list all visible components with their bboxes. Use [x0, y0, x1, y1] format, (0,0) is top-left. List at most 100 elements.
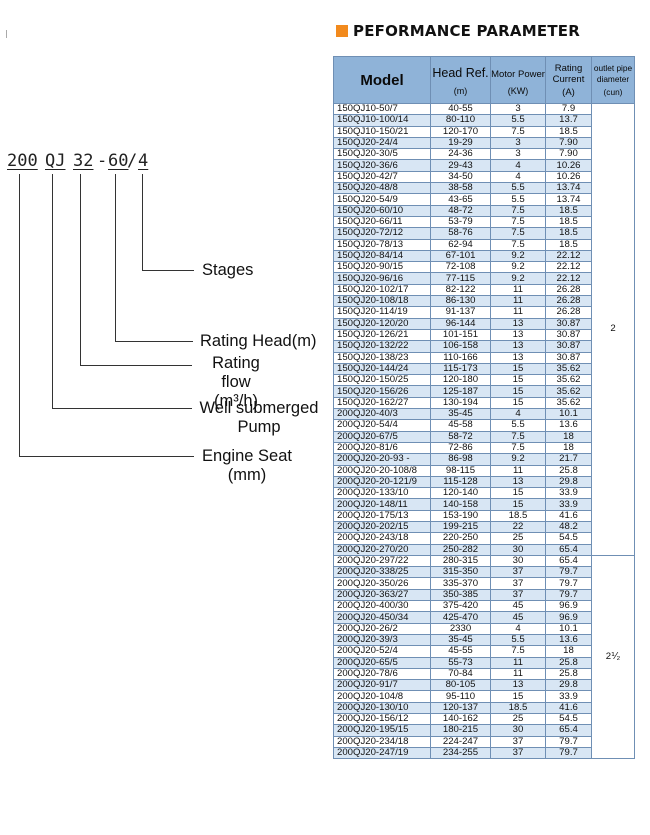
cell-head-ref: 115-173: [430, 362, 491, 376]
table-row: 150QJ20-84/14 67-101 9.2 22.12: [333, 249, 635, 263]
cell-rating-current: 26.28: [545, 295, 592, 308]
cell-rating-current: 10.1: [545, 408, 592, 421]
cell-rating-current: 18: [545, 645, 592, 658]
cell-rating-current: 29.8: [545, 679, 592, 692]
table-row: 200QJ20-20-93 -86-98 9.2 21.7: [333, 453, 635, 466]
cell-motor-power: 7.5: [490, 125, 546, 138]
cell-model: 200QJ20-234/18: [333, 735, 431, 748]
table-row: 200QJ20-338/25 315-350 37 79.7: [333, 566, 635, 579]
stages-connector-vertical: [142, 174, 143, 271]
cell-rating-current: 22.12: [545, 249, 592, 263]
cell-model: 150QJ20-138/23: [333, 351, 431, 364]
cell-motor-power: 25: [490, 713, 546, 726]
heading-text: PEFORMANCE PARAMETER: [353, 22, 580, 40]
cell-model: 200QJ20-20-121/9: [333, 475, 431, 489]
cell-head-ref: 250-282: [430, 543, 491, 556]
cell-rating-current: 79.7: [545, 746, 592, 760]
cell-model: 150QJ20-108/18: [333, 295, 431, 308]
cell-rating-current: 33.9: [545, 690, 592, 703]
cell-model: 200QJ20-156/12: [333, 713, 431, 726]
table-row: 200QJ20-234/18 224-247 37 79.7: [333, 735, 635, 748]
cell-motor-power: 15: [490, 385, 546, 398]
cell-motor-power: 45: [490, 611, 546, 624]
cell-head-ref: 91-137: [430, 306, 491, 319]
cell-rating-current: 7.90: [545, 148, 592, 161]
cell-head-ref: 86-130: [430, 295, 491, 308]
cell-model: 200QJ20-67/5: [333, 430, 431, 443]
cell-motor-power: 13: [490, 475, 546, 489]
cell-motor-power: 7.5: [490, 204, 546, 217]
seat-connector-vertical: [19, 174, 20, 457]
cell-model: 200QJ20-20-108/8: [333, 464, 431, 477]
cell-model: 150QJ20-162/27: [333, 396, 431, 410]
code-stages: 4: [138, 151, 149, 171]
header-model: Model: [333, 56, 431, 104]
cell-motor-power: 3: [490, 148, 546, 161]
cell-rating-current: 13.74: [545, 182, 592, 195]
cell-motor-power: 13: [490, 317, 546, 330]
cell-model: 200QJ20-78/6: [333, 667, 431, 681]
table-row: 200QJ20-450/34 425-470 45 96.9: [333, 611, 635, 624]
cell-rating-current: 26.28: [545, 306, 592, 319]
table-row: 200QJ20-40/3 35-45 4 10.1: [333, 408, 635, 421]
cell-head-ref: 234-255: [430, 746, 491, 760]
table-row: 150QJ20-120/20 96-144 13 30.87: [333, 317, 635, 330]
cell-head-ref: 199-215: [430, 520, 491, 534]
cell-rating-current: 30.87: [545, 328, 592, 342]
table-row: 150QJ20-144/24 115-173 15 35.62: [333, 362, 635, 376]
cell-motor-power: 30: [490, 543, 546, 556]
cell-rating-current: 18.5: [545, 238, 592, 251]
cell-motor-power: 45: [490, 600, 546, 613]
cell-rating-current: 54.5: [545, 532, 592, 545]
cell-head-ref: 125-187: [430, 385, 491, 398]
cell-rating-current: 18.5: [545, 125, 592, 138]
cell-model: 200QJ20-350/26: [333, 577, 431, 590]
table-row: 200QJ20-20-108/8 98-115 11 25.8: [333, 464, 635, 477]
cell-rating-current: 18.5: [545, 215, 592, 229]
cell-motor-power: 9.2: [490, 249, 546, 263]
cell-model: 200QJ20-202/15: [333, 520, 431, 534]
table-row: 200QJ20-54/4 45-58 5.5 13.6: [333, 419, 635, 432]
cell-head-ref: 335-370: [430, 577, 491, 590]
cell-head-ref: 29-43: [430, 159, 491, 172]
cell-motor-power: 15: [490, 487, 546, 500]
cell-head-ref: 35-45: [430, 633, 491, 647]
cell-head-ref: 96-144: [430, 317, 491, 330]
cell-rating-current: 29.8: [545, 475, 592, 489]
page-edge-mark: [6, 30, 7, 38]
table-row: 150QJ20-156/26 125-187 15 35.62: [333, 385, 635, 398]
cell-motor-power: 11: [490, 295, 546, 308]
cell-motor-power: 37: [490, 746, 546, 760]
performance-table: Model Head Ref. (m) Motor Power (KW) Rat…: [333, 56, 635, 760]
table-row: 200QJ20-78/6 70-84 11 25.8: [333, 667, 635, 681]
cell-motor-power: 7.5: [490, 227, 546, 240]
cell-rating-current: 65.4: [545, 724, 592, 737]
cell-motor-power: 30: [490, 554, 546, 568]
table-row: 150QJ20-48/8 38-58 5.5 13.74: [333, 182, 635, 195]
table-row: 200QJ20-26/2 2330 4 10.1: [333, 622, 635, 635]
cell-head-ref: 80-105: [430, 679, 491, 692]
cell-head-ref: 280-315: [430, 554, 491, 568]
cell-model: 150QJ20-78/13: [333, 238, 431, 251]
cell-motor-power: 7.5: [490, 238, 546, 251]
table-row: 150QJ20-66/11 53-79 7.5 18.5: [333, 215, 635, 229]
table-row: 150QJ20-132/22 106-158 13 30.87: [333, 340, 635, 353]
table-row: 200QJ20-104/8 95-110 15 33.9: [333, 690, 635, 703]
cell-head-ref: 40-55: [430, 102, 491, 116]
header-rating-current: Rating Current (A): [545, 56, 592, 104]
cell-rating-current: 33.9: [545, 498, 592, 511]
cell-rating-current: 13.6: [545, 633, 592, 647]
cell-model: 200QJ20-338/25: [333, 566, 431, 579]
cell-rating-current: 35.62: [545, 385, 592, 398]
cell-model: 150QJ20-72/12: [333, 227, 431, 240]
cell-model: 200QJ20-247/19: [333, 746, 431, 760]
table-row: 150QJ20-126/21 101-151 13 30.87: [333, 328, 635, 342]
code-engine-seat: 200: [7, 151, 38, 171]
cell-model: 150QJ20-132/22: [333, 340, 431, 353]
code-rating-flow: 32: [73, 151, 94, 171]
table-row: 200QJ20-363/27 350-385 37 79.7: [333, 588, 635, 602]
cell-motor-power: 3: [490, 136, 546, 150]
cell-rating-current: 13.7: [545, 114, 592, 127]
cell-motor-power: 5.5: [490, 114, 546, 127]
label-engine-seat: Engine Seat (mm): [202, 447, 292, 484]
